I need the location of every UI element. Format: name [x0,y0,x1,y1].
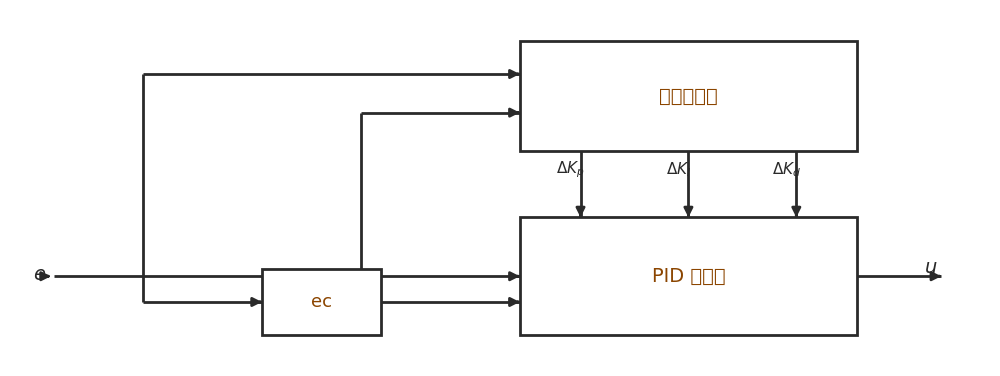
Bar [262,269,381,335]
Text: u: u [925,258,938,277]
Text: $\Delta K_p$: $\Delta K_p$ [556,159,585,180]
Bar [520,41,857,151]
Text: e: e [33,265,45,284]
Text: PID 控制器: PID 控制器 [652,267,725,286]
Text: 模糊控制器: 模糊控制器 [659,86,718,106]
Bar [520,217,857,335]
Text: $\Delta K_I$: $\Delta K_I$ [666,160,691,179]
Text: $\Delta K_d$: $\Delta K_d$ [772,160,801,179]
Text: ec: ec [311,293,332,311]
